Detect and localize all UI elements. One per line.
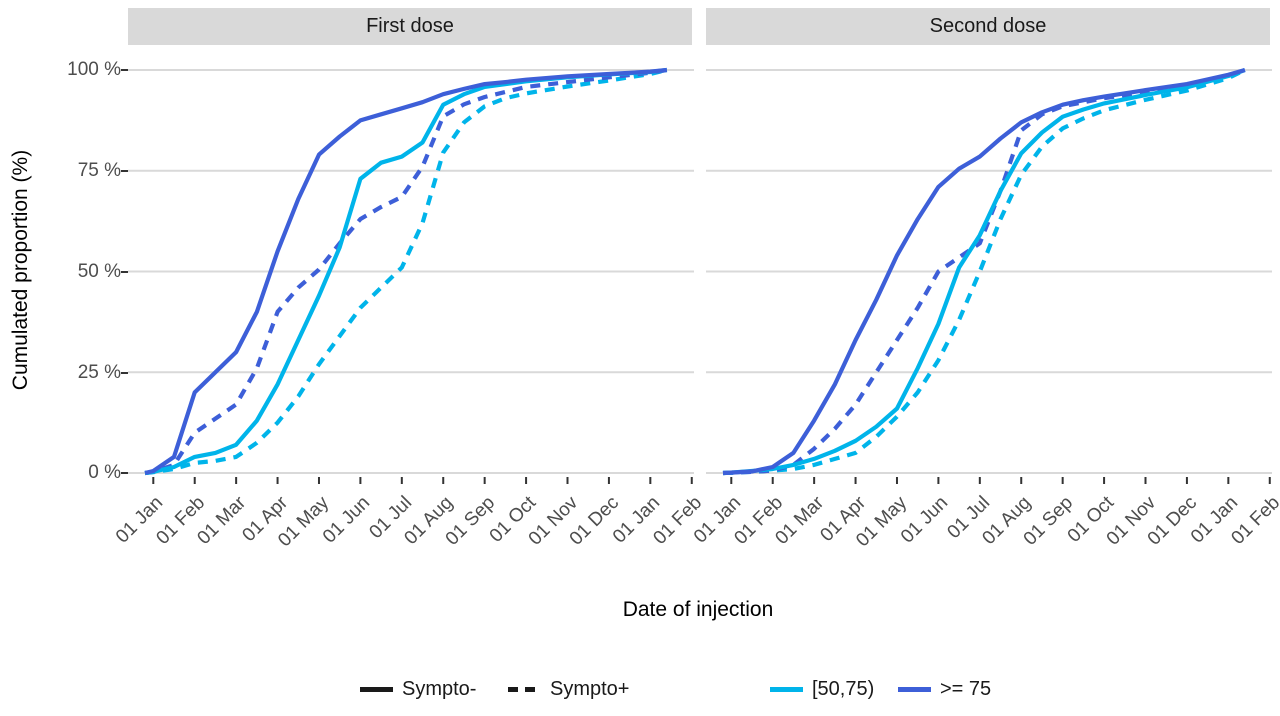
facet-title: First dose — [366, 15, 454, 37]
series-75-sympto- — [144, 67, 668, 476]
x-tick-label: 01 Dec — [1143, 492, 1202, 550]
legend-label: >= 75 — [940, 677, 992, 700]
legend-item-sympto-minus: Sympto- — [360, 676, 476, 702]
x-tick-label: 01 Jun — [897, 492, 953, 548]
x-tick-label: 01 Jul — [943, 492, 994, 543]
x-tick-label: 01 Feb — [649, 492, 706, 549]
facet-strip-second-dose: Second dose — [706, 8, 1270, 45]
legend-item-age-ge-75: >= 75 — [898, 676, 991, 702]
series-75-sympto+ — [722, 68, 1246, 476]
y-tick-label: 0 % — [88, 462, 121, 483]
y-tick-label: 50 % — [77, 261, 121, 282]
series-75-sympto- — [722, 67, 1246, 476]
y-tick-label: 75 % — [77, 160, 121, 181]
x-tick-label: 01 Oct — [485, 492, 541, 547]
x-tick-label: 01 Jan — [1187, 492, 1243, 548]
facet-title: Second dose — [929, 15, 1047, 37]
x-tick-label: 01 Apr — [238, 492, 292, 546]
solid-line-swatch — [360, 686, 393, 692]
x-tick-label: 01 May — [852, 492, 912, 552]
y-tick-mark — [121, 271, 128, 273]
x-tick-label: 01 Dec — [565, 492, 624, 550]
facet-strip-first-dose: First dose — [128, 8, 692, 45]
x-tick-label: 01 Jul — [365, 492, 416, 543]
x-tick-label: 01 Sep — [441, 492, 499, 550]
y-tick-mark — [121, 472, 128, 474]
x-tick-label: 01 Sep — [1019, 492, 1077, 550]
legend-label: Sympto+ — [550, 677, 630, 700]
y-axis-title: Cumulated proportion (%) — [9, 149, 32, 391]
legend-item-age-50-75: [50,75) — [770, 676, 874, 702]
series-75-sympto+ — [144, 67, 668, 476]
x-tick-label: 01 Jan — [609, 492, 665, 548]
series-5075-sympto- — [722, 68, 1246, 476]
panel-second-dose — [706, 67, 1272, 484]
x-axis-title: Date of injection — [622, 598, 774, 621]
legend-item-sympto-plus: Sympto+ — [508, 676, 629, 702]
x-tick-label: 01 Aug — [400, 492, 458, 549]
x-tick-label: 01 Jan — [690, 492, 746, 548]
x-tick-label: 01 Feb — [1227, 492, 1280, 549]
x-tick-label: 01 Aug — [978, 492, 1036, 549]
x-tick-label: 01 Feb — [152, 492, 209, 549]
cyan-line-swatch — [770, 686, 803, 692]
dashed-line-swatch — [508, 686, 541, 692]
x-tick-label: 01 Feb — [730, 492, 787, 549]
series-5075-sympto+ — [722, 68, 1246, 476]
x-tick-label: 01 Oct — [1063, 492, 1119, 547]
panel-first-dose — [128, 67, 694, 484]
x-tick-label: 01 Mar — [193, 492, 251, 549]
y-tick-label: 100 % — [67, 59, 121, 80]
legend-label: [50,75) — [812, 677, 875, 700]
x-tick-label: 01 Jan — [112, 492, 168, 548]
y-tick-mark — [121, 170, 128, 172]
x-tick-label: 01 Nov — [524, 492, 582, 550]
x-tick-label: 01 May — [274, 492, 334, 552]
series-5075-sympto+ — [144, 67, 668, 476]
x-tick-label: 01 Apr — [816, 492, 870, 546]
x-tick-label: 01 Jun — [319, 492, 375, 548]
y-tick-label: 25 % — [77, 362, 121, 383]
y-tick-mark — [121, 372, 128, 374]
blue-line-swatch — [898, 686, 931, 692]
x-tick-label: 01 Nov — [1102, 492, 1160, 550]
legend-label: Sympto- — [402, 677, 477, 700]
x-tick-label: 01 Mar — [771, 492, 829, 549]
y-tick-mark — [121, 69, 128, 71]
